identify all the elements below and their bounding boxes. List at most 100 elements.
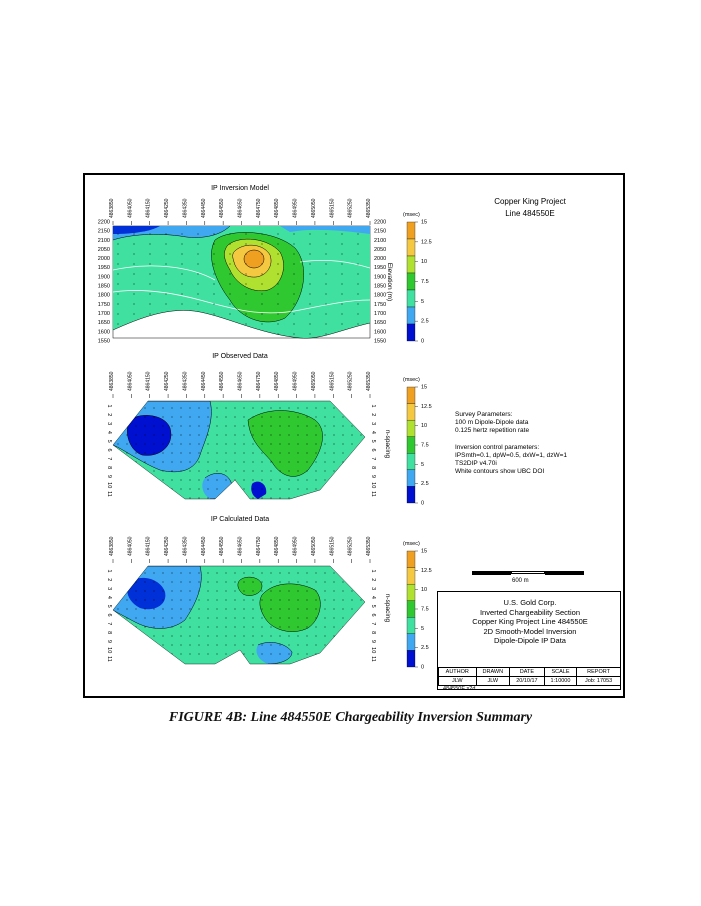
- title-block-line: Inverted Chargeability Section: [479, 607, 581, 617]
- data-point: [270, 425, 272, 427]
- data-point: [180, 434, 182, 436]
- data-point: [180, 599, 182, 601]
- data-point: [180, 644, 182, 646]
- data-point: [277, 253, 279, 255]
- data-point: [225, 608, 227, 610]
- data-point: [207, 416, 209, 418]
- station-label: 4864650: [238, 198, 244, 218]
- colorbar-tick-label: 0: [421, 338, 424, 344]
- data-point: [225, 635, 227, 637]
- data-point: [245, 323, 247, 325]
- data-point: [198, 617, 200, 619]
- data-point: [360, 434, 362, 436]
- n-spacing-label: 10: [106, 482, 112, 488]
- data-point: [153, 443, 155, 445]
- data-point: [189, 488, 191, 490]
- data-point: [270, 581, 272, 583]
- data-point: [324, 653, 326, 655]
- colorbar-tick-label: 5: [421, 462, 424, 468]
- data-point: [245, 233, 247, 235]
- colorbar-swatch: [406, 255, 416, 274]
- data-point: [341, 243, 343, 245]
- data-point: [357, 323, 359, 325]
- data-point: [153, 425, 155, 427]
- data-point: [325, 263, 327, 265]
- data-point: [252, 425, 254, 427]
- data-point: [342, 590, 344, 592]
- elevation-label: 1650: [98, 320, 110, 326]
- colorbar-swatch: [406, 550, 416, 568]
- n-spacing-label: 1: [370, 404, 376, 407]
- station-label: 4864650: [238, 536, 244, 556]
- data-point: [324, 461, 326, 463]
- data-point: [360, 590, 362, 592]
- data-point: [162, 572, 164, 574]
- data-point: [288, 470, 290, 472]
- data-point: [324, 425, 326, 427]
- data-point: [162, 479, 164, 481]
- data-point: [261, 443, 263, 445]
- data-point: [117, 407, 119, 409]
- data-point: [333, 416, 335, 418]
- data-point: [213, 293, 215, 295]
- data-point: [117, 581, 119, 583]
- data-point: [126, 488, 128, 490]
- data-point: [225, 590, 227, 592]
- station-label: 4865350: [366, 371, 372, 391]
- data-point: [309, 253, 311, 255]
- data-point: [117, 653, 119, 655]
- data-point: [149, 243, 151, 245]
- data-point: [207, 608, 209, 610]
- data-point: [162, 653, 164, 655]
- colorbar-swatch: [406, 419, 416, 437]
- data-point: [324, 479, 326, 481]
- data-point: [279, 461, 281, 463]
- data-point: [325, 293, 327, 295]
- data-point: [360, 617, 362, 619]
- data-point: [162, 635, 164, 637]
- data-point: [279, 608, 281, 610]
- data-point: [341, 323, 343, 325]
- data-point: [133, 263, 135, 265]
- data-point: [324, 590, 326, 592]
- station-label: 4865350: [366, 536, 372, 556]
- station-label: 4865250: [348, 371, 354, 391]
- data-point: [117, 443, 119, 445]
- data-point: [293, 253, 295, 255]
- data-point: [333, 443, 335, 445]
- data-point: [315, 488, 317, 490]
- colorbar-swatch: [406, 469, 416, 487]
- data-point: [351, 461, 353, 463]
- data-point: [357, 263, 359, 265]
- data-point: [288, 608, 290, 610]
- data-point: [165, 323, 167, 325]
- data-point: [117, 626, 119, 628]
- data-point: [360, 497, 362, 499]
- observed-title: IP Observed Data: [212, 353, 268, 360]
- data-point: [270, 416, 272, 418]
- data-point: [144, 443, 146, 445]
- data-point: [216, 479, 218, 481]
- data-point: [279, 479, 281, 481]
- data-point: [252, 497, 254, 499]
- data-point: [279, 470, 281, 472]
- data-point: [198, 626, 200, 628]
- data-point: [197, 273, 199, 275]
- data-point: [189, 572, 191, 574]
- data-point: [171, 497, 173, 499]
- data-point: [342, 644, 344, 646]
- data-point: [252, 461, 254, 463]
- data-point: [306, 425, 308, 427]
- data-point: [306, 653, 308, 655]
- n-spacing-label: 8: [370, 466, 376, 469]
- data-point: [126, 572, 128, 574]
- colorbar-tick-label: 0: [421, 500, 424, 506]
- data-point: [197, 243, 199, 245]
- data-point: [351, 443, 353, 445]
- data-point: [279, 425, 281, 427]
- elevation-label: 2000: [374, 256, 386, 262]
- colorbar-tick-label: 12.5: [421, 568, 432, 574]
- data-point: [360, 416, 362, 418]
- data-point: [333, 644, 335, 646]
- data-point: [279, 434, 281, 436]
